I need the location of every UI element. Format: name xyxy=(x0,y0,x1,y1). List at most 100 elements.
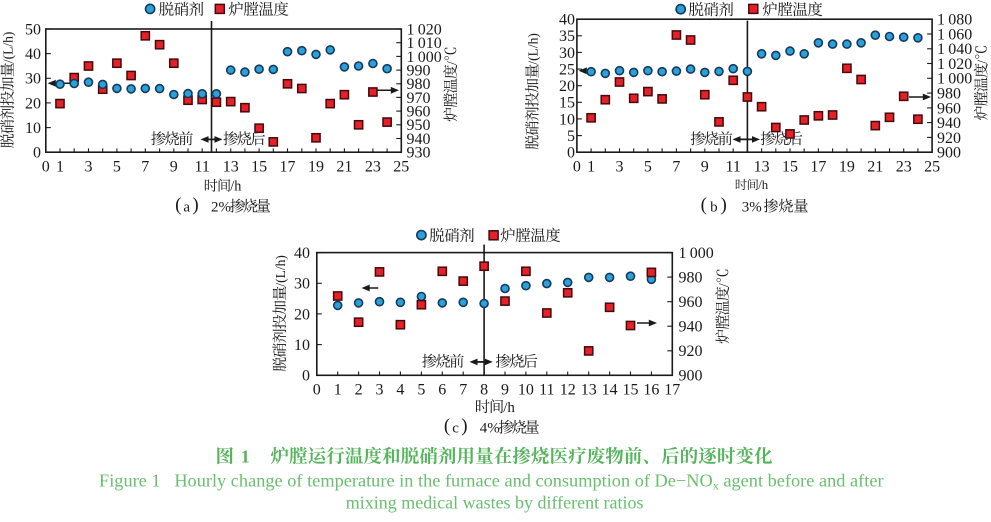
svg-text:5: 5 xyxy=(417,382,425,399)
svg-text:0: 0 xyxy=(313,382,321,399)
svg-text:3: 3 xyxy=(616,158,624,175)
svg-text:4%: 4% xyxy=(480,421,500,437)
svg-text:/(L/h): /(L/h) xyxy=(1,32,16,64)
svg-text:(: ( xyxy=(701,194,707,215)
svg-text:920: 920 xyxy=(679,343,703,360)
svg-text:3%: 3% xyxy=(742,199,762,215)
svg-text:900: 900 xyxy=(679,368,703,385)
svg-text:30: 30 xyxy=(559,45,575,62)
svg-text:15: 15 xyxy=(251,158,267,175)
svg-text:/: / xyxy=(444,61,459,65)
svg-text:10: 10 xyxy=(294,337,310,354)
svg-text:/h: /h xyxy=(230,179,241,195)
svg-text:21: 21 xyxy=(336,158,352,175)
svg-text:0: 0 xyxy=(33,145,41,162)
svg-text:15: 15 xyxy=(623,382,639,399)
svg-text:960: 960 xyxy=(407,104,431,121)
svg-text:Figure 1 Hourly change of te: Figure 1 Hourly change of temperature in… xyxy=(99,470,884,492)
svg-text:/h: /h xyxy=(503,400,515,416)
svg-text:15: 15 xyxy=(782,158,798,175)
svg-text:3: 3 xyxy=(85,158,93,175)
svg-text:b: b xyxy=(710,199,718,215)
svg-text:2%: 2% xyxy=(211,199,231,215)
svg-text:6: 6 xyxy=(438,382,446,399)
svg-text:980: 980 xyxy=(937,86,961,103)
svg-text:960: 960 xyxy=(937,100,961,117)
svg-text:0: 0 xyxy=(567,145,575,162)
svg-text:1 010: 1 010 xyxy=(407,35,442,52)
svg-text:14: 14 xyxy=(602,382,618,399)
svg-text:0: 0 xyxy=(302,368,310,385)
svg-text:a: a xyxy=(183,199,190,215)
svg-text:23: 23 xyxy=(365,158,381,175)
svg-text:1 000: 1 000 xyxy=(407,49,442,66)
svg-text:1 060: 1 060 xyxy=(937,26,972,43)
svg-text:20: 20 xyxy=(559,78,575,95)
svg-text:980: 980 xyxy=(679,270,703,287)
svg-text:25: 25 xyxy=(924,158,940,175)
svg-text:20: 20 xyxy=(294,306,310,323)
svg-text:40: 40 xyxy=(559,12,575,29)
svg-text:960: 960 xyxy=(679,294,703,311)
svg-text:1: 1 xyxy=(56,158,64,175)
svg-text:(: ( xyxy=(444,416,450,437)
svg-text:21: 21 xyxy=(867,158,883,175)
svg-text:11: 11 xyxy=(194,158,209,175)
svg-text:10: 10 xyxy=(25,120,41,137)
svg-text:990: 990 xyxy=(407,63,431,80)
svg-text:9: 9 xyxy=(501,382,509,399)
svg-text:/(L/h): /(L/h) xyxy=(526,33,541,65)
svg-text:40: 40 xyxy=(25,46,41,63)
svg-text:1: 1 xyxy=(334,382,342,399)
svg-text:1 000: 1 000 xyxy=(937,71,972,88)
svg-text:940: 940 xyxy=(679,319,703,336)
svg-text:25: 25 xyxy=(559,62,575,79)
svg-text:/: / xyxy=(975,60,990,64)
svg-text:19: 19 xyxy=(308,158,324,175)
svg-text:1 020: 1 020 xyxy=(407,21,442,38)
svg-text:980: 980 xyxy=(407,76,431,93)
svg-text:0: 0 xyxy=(573,158,581,175)
svg-text:5: 5 xyxy=(644,158,652,175)
svg-text:8: 8 xyxy=(480,382,488,399)
svg-text:1 000: 1 000 xyxy=(679,245,714,262)
svg-text:1 040: 1 040 xyxy=(937,41,972,58)
svg-text:11: 11 xyxy=(539,382,554,399)
svg-text:(: ( xyxy=(175,194,181,215)
svg-text:0: 0 xyxy=(42,158,50,175)
svg-text:30: 30 xyxy=(294,276,310,293)
svg-text:1 020: 1 020 xyxy=(937,56,972,73)
svg-text:1: 1 xyxy=(587,158,595,175)
svg-text:50: 50 xyxy=(25,21,41,38)
svg-text:): ) xyxy=(192,194,198,215)
svg-text:900: 900 xyxy=(937,145,961,162)
svg-text:): ) xyxy=(461,416,467,437)
svg-text:35: 35 xyxy=(559,28,575,45)
svg-text:17: 17 xyxy=(280,158,296,175)
svg-text:10: 10 xyxy=(518,382,534,399)
svg-text:950: 950 xyxy=(407,117,431,134)
svg-text:23: 23 xyxy=(896,158,912,175)
svg-text:970: 970 xyxy=(407,90,431,107)
svg-text:/h: /h xyxy=(758,178,769,192)
svg-text:17: 17 xyxy=(664,382,680,399)
svg-text:13: 13 xyxy=(581,382,597,399)
svg-text:940: 940 xyxy=(407,131,431,148)
svg-text:7: 7 xyxy=(141,158,149,175)
svg-text:1 080: 1 080 xyxy=(937,12,972,29)
svg-text:5: 5 xyxy=(113,158,121,175)
svg-text:c: c xyxy=(452,421,459,437)
svg-text:20: 20 xyxy=(25,95,41,112)
svg-text:11: 11 xyxy=(725,158,740,175)
svg-text:930: 930 xyxy=(407,145,431,162)
svg-text:15: 15 xyxy=(559,95,575,112)
svg-text:): ) xyxy=(721,194,727,215)
svg-text:40: 40 xyxy=(294,245,310,262)
svg-text:4: 4 xyxy=(396,382,404,399)
svg-text:3: 3 xyxy=(376,382,384,399)
svg-text:25: 25 xyxy=(393,158,409,175)
svg-text:/: / xyxy=(716,283,731,287)
svg-text:12: 12 xyxy=(560,382,576,399)
svg-text:13: 13 xyxy=(223,158,239,175)
svg-text:7: 7 xyxy=(672,158,680,175)
